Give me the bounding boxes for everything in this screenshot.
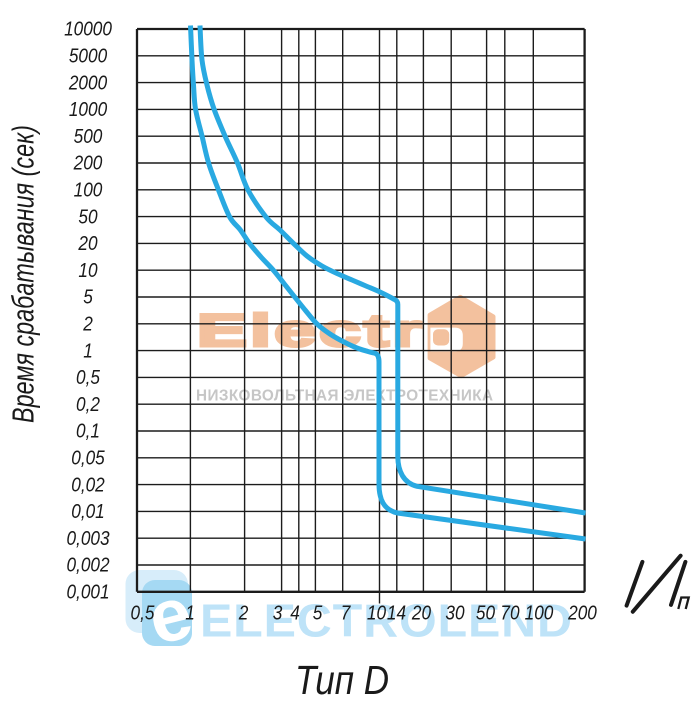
svg-text:0,001: 0,001 [66,581,109,604]
svg-text:100: 100 [525,602,554,625]
svg-text:30: 30 [445,602,465,625]
svg-text:4: 4 [290,602,300,625]
svg-text:5000: 5000 [69,45,108,68]
svg-text:7: 7 [341,602,352,625]
svg-text:0,2: 0,2 [76,394,100,417]
svg-text:2000: 2000 [68,72,108,95]
svg-text:0,5: 0,5 [131,602,155,625]
svg-text:50: 50 [78,206,98,229]
svg-text:5: 5 [83,286,93,309]
svg-text:2: 2 [82,313,93,336]
svg-text:3: 3 [273,602,283,625]
svg-text:200: 200 [567,602,597,625]
svg-text:2: 2 [238,602,249,625]
svg-text:200: 200 [73,152,103,175]
svg-text:500: 500 [74,126,103,149]
svg-text:Тип D: Тип D [295,657,389,703]
svg-text:0,002: 0,002 [66,554,110,577]
svg-text:70: 70 [500,602,520,625]
svg-text:0,5: 0,5 [76,367,100,390]
svg-text:10: 10 [78,260,98,283]
svg-text:1000: 1000 [69,99,108,122]
svg-text:НИЗКОВОЛЬТНАЯ ЭЛЕКТРОТЕХНИКА: НИЗКОВОЛЬТНАЯ ЭЛЕКТРОТЕХНИКА [196,388,493,405]
svg-text:0,01: 0,01 [71,501,104,524]
svg-text:10000: 10000 [64,18,112,41]
svg-text:Время срабатывания (сек): Время срабатывания (сек) [5,125,40,423]
svg-text:100: 100 [74,179,103,202]
svg-text:1: 1 [83,340,93,363]
svg-text:50: 50 [476,602,496,625]
svg-text:0,02: 0,02 [71,474,105,497]
svg-text:10: 10 [367,602,387,625]
svg-text:20: 20 [411,602,431,625]
svg-text:0,1: 0,1 [76,420,100,443]
svg-text:1: 1 [185,602,195,625]
svg-text:0,003: 0,003 [66,528,110,551]
svg-text:0,05: 0,05 [71,447,105,470]
svg-text:ELECTROLEND: ELECTROLEND [200,596,573,648]
svg-text:14: 14 [387,602,406,625]
svg-text:5: 5 [313,602,323,625]
svg-text:20: 20 [78,233,98,256]
